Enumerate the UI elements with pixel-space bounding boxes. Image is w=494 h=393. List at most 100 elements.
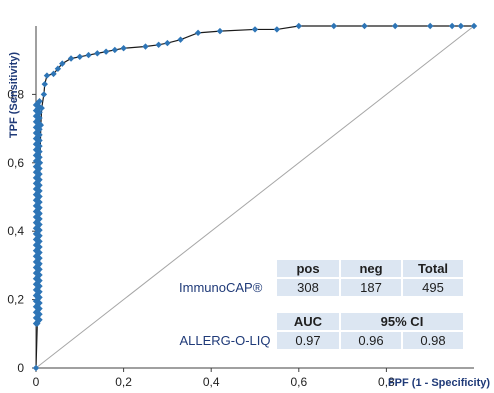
roc-point: [40, 91, 48, 98]
auc-header: AUC: [277, 313, 339, 330]
x-axis-title: FPF (1 - Specificity): [388, 377, 490, 389]
roc-point: [216, 27, 224, 35]
counts-value-row: ImmunoCAP® 308 187 495: [175, 279, 463, 296]
roc-dense-point: [36, 232, 43, 239]
roc-dense-point: [32, 197, 40, 204]
roc-dense-point: [36, 165, 43, 172]
roc-dense-point: [32, 101, 40, 109]
roc-point: [155, 41, 162, 49]
pos-header: pos: [277, 260, 339, 277]
roc-point: [391, 22, 399, 30]
roc-point: [427, 22, 434, 30]
roc-dense-point: [36, 198, 43, 206]
roc-dense-point: [32, 230, 40, 238]
roc-point: [470, 22, 478, 30]
roc-dense-point: [36, 288, 43, 295]
roc-dense-point: [32, 118, 40, 125]
roc-dense-point: [36, 114, 43, 122]
roc-point: [111, 46, 119, 54]
y-tick-label: 0: [17, 361, 24, 375]
roc-point: [194, 29, 202, 37]
roc-dense-point: [34, 167, 41, 174]
roc-point: [67, 55, 75, 62]
auc-value: 0.97: [277, 332, 339, 349]
roc-dense-point: [36, 187, 43, 195]
roc-point: [34, 262, 42, 269]
y-axis-title: TPF (Sensitivity): [8, 52, 20, 139]
y-tick-label: 0,4: [7, 224, 24, 238]
ci-lower-value: 0.96: [341, 332, 401, 349]
x-tick-label: 0,2: [115, 375, 132, 389]
roc-dense-point: [36, 98, 43, 105]
roc-dense-point: [36, 176, 43, 183]
ci-header: 95% CI: [341, 313, 463, 330]
x-tick-label: 0,4: [203, 375, 220, 389]
roc-dense-point: [36, 154, 43, 161]
roc-point: [41, 80, 48, 88]
roc-point: [457, 22, 465, 30]
roc-point: [43, 72, 51, 79]
roc-point: [164, 39, 171, 47]
roc-dense-point: [36, 277, 43, 284]
roc-dense-point: [32, 112, 40, 120]
roc-dense-point: [34, 99, 41, 107]
roc-point: [59, 60, 66, 67]
roc-point: [37, 121, 45, 129]
roc-dense-point: [32, 219, 40, 226]
roc-dense-point: [36, 254, 43, 262]
roc-point: [361, 22, 368, 30]
roc-point: [142, 43, 149, 50]
ci-upper-value: 0.98: [403, 332, 463, 349]
roc-point: [273, 26, 281, 33]
roc-dense-point: [32, 241, 40, 249]
roc-dense-point: [36, 109, 43, 116]
roc-dense-point: [32, 135, 40, 142]
y-tick-label: 0,8: [7, 87, 24, 101]
roc-point: [177, 36, 184, 43]
counts-header-row: pos neg Total: [175, 260, 463, 277]
roc-dense-point: [36, 103, 43, 111]
x-tick-label: 0,6: [290, 375, 307, 389]
roc-dense-point: [34, 144, 41, 152]
x-axis: 0 0,2 0,4 0,6 0,8: [33, 367, 474, 389]
roc-dense-point: [36, 243, 43, 251]
neg-header: neg: [341, 260, 401, 277]
auc-value-row: ALLERG-O-LIQ 0.97 0.96 0.98: [175, 332, 463, 349]
roc-point: [36, 159, 44, 166]
roc-point: [38, 104, 45, 112]
roc-dense-point: [32, 208, 40, 215]
auc-table: AUC 95% CI ALLERG-O-LIQ 0.97 0.96 0.98: [173, 311, 465, 351]
roc-dense-point: [36, 310, 43, 318]
immunocap-label: ImmunoCAP®: [179, 280, 263, 295]
roc-dense-point: [34, 155, 41, 163]
pos-value: 308: [277, 279, 339, 296]
roc-point: [54, 65, 62, 72]
x-tick-label: 0: [33, 375, 40, 389]
roc-point: [85, 51, 92, 59]
roc-points: [32, 22, 478, 372]
neg-value: 187: [341, 279, 401, 296]
roc-point: [330, 22, 338, 30]
roc-point: [94, 50, 101, 57]
total-value: 495: [403, 279, 463, 296]
roc-dense-point: [36, 238, 43, 245]
roc-dense-point: [34, 178, 41, 185]
auc-header-row: AUC 95% CI: [175, 313, 463, 330]
roc-dense-point: [36, 221, 43, 228]
total-header: Total: [403, 260, 463, 277]
roc-point: [251, 26, 259, 33]
x-tick-label: 0,8: [378, 375, 395, 389]
roc-dense-point: [36, 266, 43, 273]
roc-point: [76, 53, 83, 60]
reference-diagonal-line: [35, 25, 475, 369]
roc-point: [448, 22, 456, 30]
roc-dense-point: [32, 107, 40, 114]
roc-point: [102, 48, 110, 55]
roc-dense-point: [32, 124, 40, 131]
auc-corner-cell: [175, 313, 275, 330]
counts-corner-cell: [175, 260, 275, 277]
roc-dense-point: [34, 133, 41, 140]
roc-point: [120, 45, 127, 52]
roc-point: [295, 22, 302, 30]
roc-dense-point: [36, 249, 43, 256]
